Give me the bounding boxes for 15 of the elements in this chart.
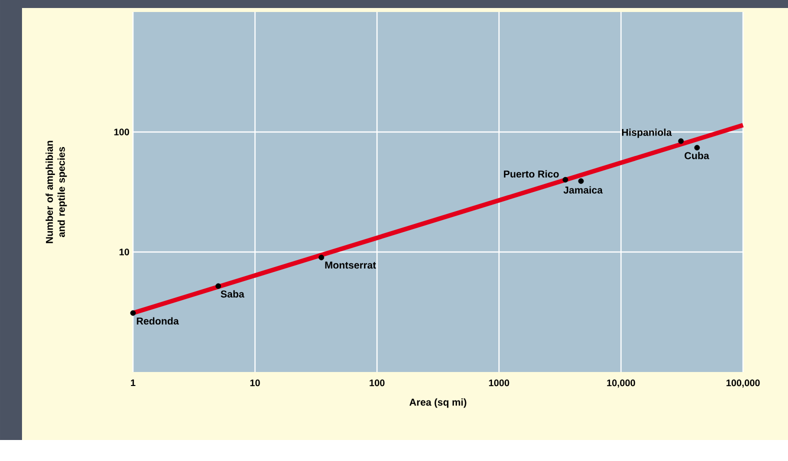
annotation: Puerto Rico [504,170,559,178]
x-tick-label: 10 [250,380,260,386]
x-tick-label: 1000 [489,380,510,386]
x-tick-label: 100,000 [726,380,760,388]
annotation: Cuba [684,152,710,160]
annotation: Hispaniola [622,128,672,138]
x-tick-label: 10,000 [607,380,636,388]
x-tick-label: 1 [130,380,136,386]
annotation: Saba [220,290,244,298]
x-tick-label: 100 [370,380,385,386]
y-axis-title: Number of amphibian and reptile species [46,140,67,244]
annotation: Redonda [136,317,179,325]
annotation: Jamaica [563,186,603,194]
annotation: Montserrat [325,262,376,269]
x-axis-title: Area (sq mi) [409,398,466,408]
